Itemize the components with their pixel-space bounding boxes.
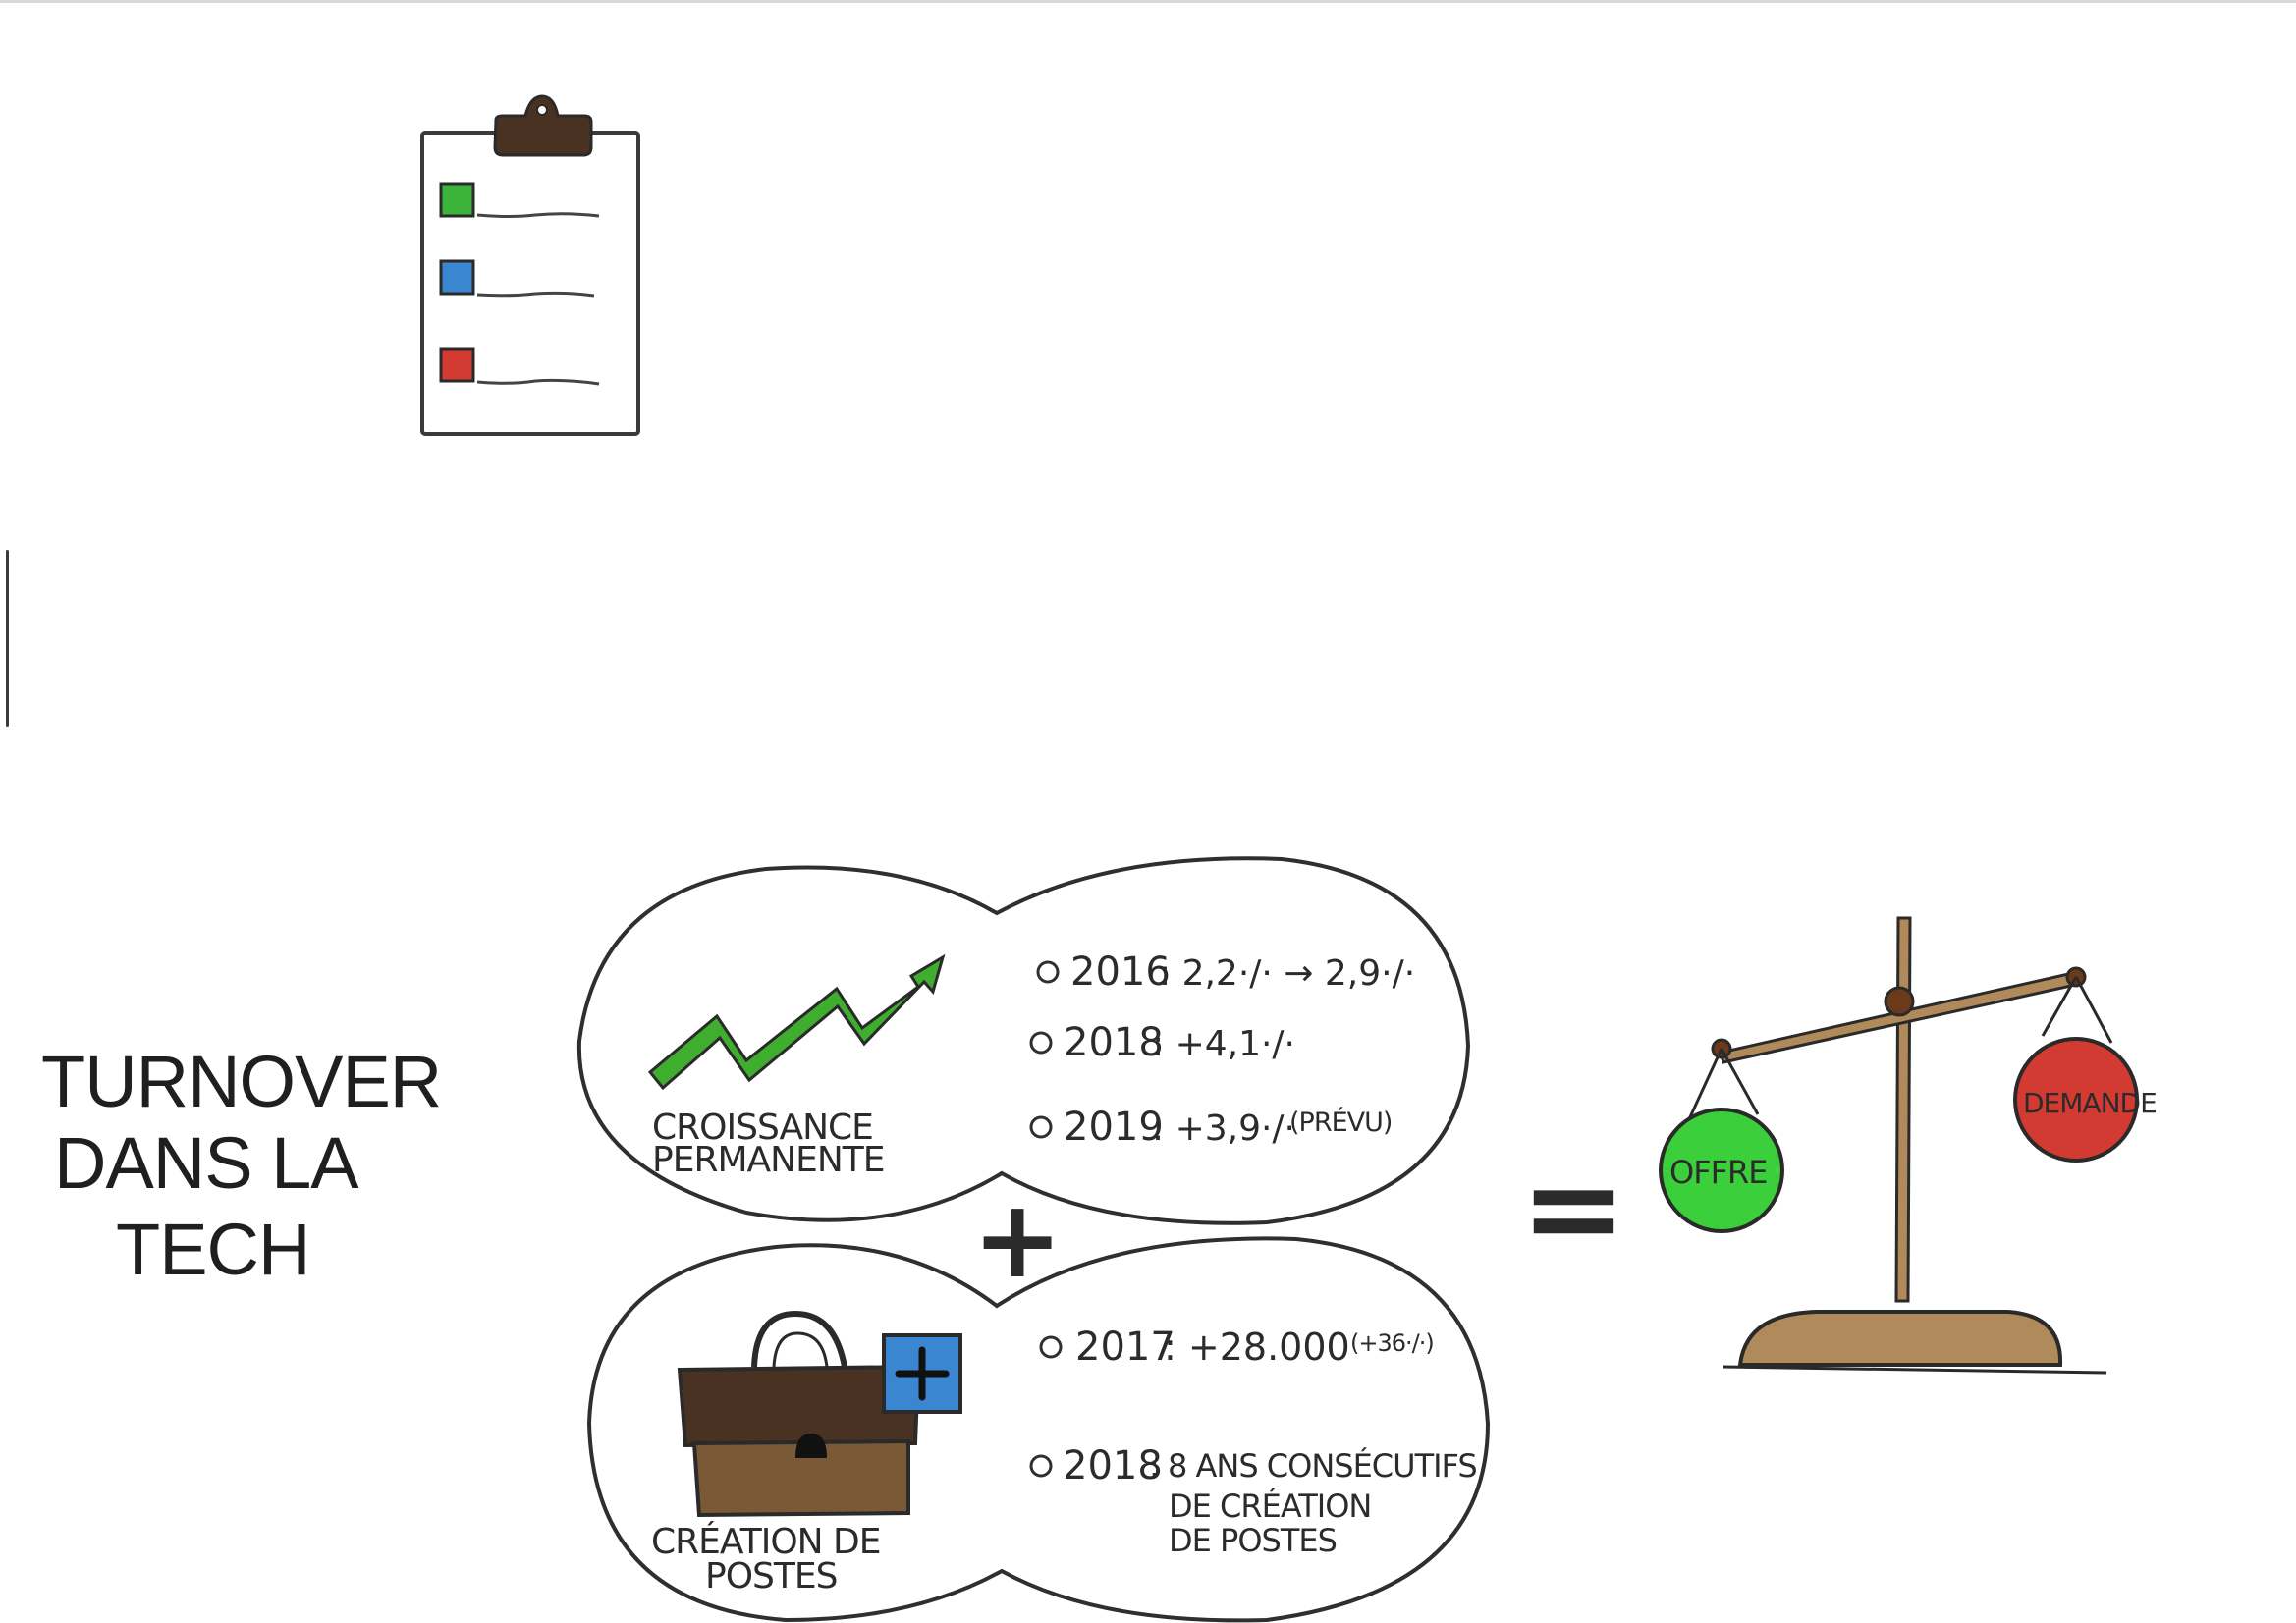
jobs-label-line-2: POSTES [705,1556,837,1596]
jobs-item-line3: DE POSTES [1169,1522,1337,1559]
growth-item: 2019 : +3,9·/· (PRÉVU) [1029,1105,1393,1150]
demande-pan: DEMANDE [2013,1037,2158,1163]
growth-item-year: 2019 [1064,1105,1164,1150]
jobs-item-year: 2018 [1063,1443,1163,1488]
growth-item-note: (PRÉVU) [1289,1107,1392,1138]
growth-item-value: : +3,9·/· [1152,1109,1295,1149]
checkbox-green [439,182,475,218]
growth-arrow-icon [647,953,946,1091]
jobs-item-value: : +28.000 [1164,1325,1350,1369]
jobs-bubble-outline [586,1236,1491,1623]
title-line-1: TURNOVER [41,1041,441,1122]
growth-item-year: 2016 [1070,949,1171,995]
bullet-icon [1036,960,1060,984]
growth-item: 2018 : +4,1·/· [1029,1020,1295,1065]
equals-sign: = [1520,1133,1627,1282]
title-line-3: TECH [116,1209,309,1290]
left-margin-mark [6,550,9,727]
clip-icon [493,94,593,157]
bullet-icon [1029,1031,1053,1055]
jobs-item: 2017 : +28.000 (+36·/·) [1039,1325,1435,1370]
jobs-item-year: 2017 [1075,1325,1175,1370]
jobs-bubble: CRÉATION DE POSTES 2017 : +28.000 (+36·/… [586,1236,1491,1623]
offre-pan: OFFRE [1659,1108,1784,1233]
jobs-item-note: (+36·/·) [1350,1329,1434,1357]
growth-label-line-1: CROISSANCE [652,1108,873,1148]
briefcase-icon [677,1310,962,1518]
title-line-2: DANS LA [54,1122,359,1204]
demande-label: DEMANDE [2023,1087,2157,1119]
growth-item-year: 2018 [1064,1020,1164,1065]
bullet-icon [1039,1335,1063,1359]
bullet-icon [1029,1454,1053,1478]
checkbox-blue [439,259,475,296]
growth-bubble: CROISSANCE PERMANENTE 2016 : 2,2·/· → 2,… [576,856,1471,1225]
bullet-icon [1029,1115,1053,1139]
jobs-item-value: : 8 ANS CONSÉCUTIFS [1149,1447,1477,1485]
clipboard-icon [420,94,640,436]
growth-item-value: : +4,1·/· [1152,1024,1295,1064]
jobs-item-line2: DE CRÉATION [1169,1488,1371,1525]
growth-item-value: : 2,2·/· → 2,9·/· [1159,953,1415,994]
balance-scale-icon: OFFRE DEMANDE [1659,916,2158,1375]
checkbox-red [439,347,475,383]
growth-label-line-2: PERMANENTE [652,1140,885,1180]
growth-item: 2016 : 2,2·/· → 2,9·/· [1036,949,1415,995]
offre-label: OFFRE [1669,1154,1767,1191]
jobs-item: 2018 : 8 ANS CONSÉCUTIFS DE CRÉATION DE … [1029,1443,1478,1559]
page-title: TURNOVER DANS LA TECH [41,1041,442,1290]
jobs-label-line-1: CRÉATION DE [651,1521,881,1562]
top-border [0,0,2296,3]
growth-bubble-outline [576,856,1471,1225]
